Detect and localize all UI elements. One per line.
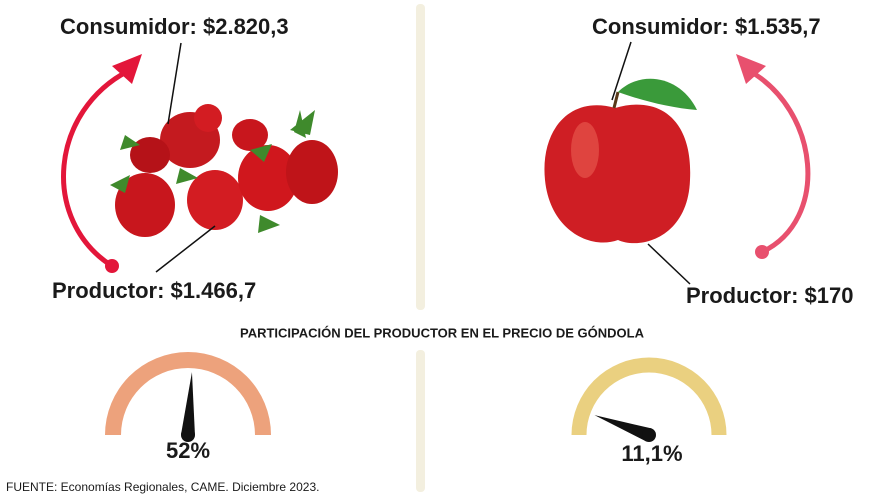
arrow — [61, 67, 132, 269]
divider — [416, 350, 425, 492]
consumer-price: Consumidor: $2.820,3 — [60, 14, 289, 39]
apple — [544, 78, 697, 244]
consumer-price: Consumidor: $1.535,7 — [592, 14, 821, 39]
gauge-needle — [181, 372, 195, 436]
needle-hub — [642, 428, 656, 442]
gauge-label: 11,1% — [621, 441, 682, 466]
producer-price: Productor: $1.466,7 — [52, 278, 256, 303]
needle-hub — [181, 428, 195, 442]
arrow-dot — [105, 259, 119, 273]
arrow-head — [736, 54, 766, 84]
gauge-needle — [594, 415, 652, 442]
subtitle: PARTICIPACIÓN DEL PRODUCTOR EN EL PRECIO… — [240, 325, 645, 340]
arrow-head — [112, 54, 142, 84]
producer-price: Productor: $170 — [686, 283, 854, 308]
strawberries — [110, 104, 338, 237]
source: FUENTE: Economías Regionales, CAME. Dici… — [6, 480, 319, 494]
arrow-dot — [755, 245, 769, 259]
leader-line — [155, 225, 216, 273]
gauge-arc — [105, 352, 271, 435]
arrow — [746, 67, 811, 255]
gauge-label: 52% — [166, 438, 210, 463]
leader-line — [647, 243, 691, 285]
leader-line — [167, 42, 182, 125]
leader-line — [611, 41, 632, 101]
gauge-arc — [571, 357, 727, 435]
divider — [416, 4, 425, 310]
